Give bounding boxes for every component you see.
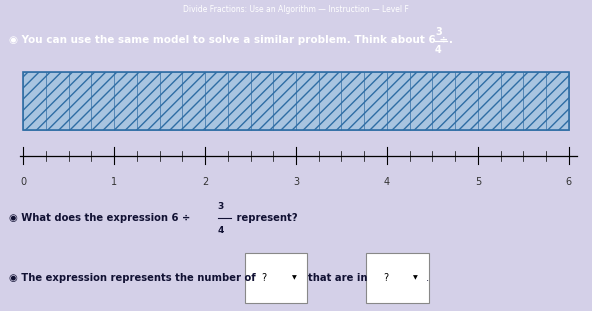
Bar	[250, 72, 274, 129]
Text: 3: 3	[435, 27, 442, 37]
FancyBboxPatch shape	[245, 253, 307, 303]
Text: 3: 3	[218, 202, 224, 211]
Bar	[432, 72, 455, 129]
Text: 0: 0	[20, 177, 26, 187]
Bar	[410, 72, 432, 129]
Text: that are in: that are in	[308, 273, 368, 283]
Bar	[387, 72, 410, 129]
Bar	[23, 72, 46, 129]
Bar	[205, 72, 228, 129]
Bar	[478, 72, 501, 129]
Text: 4: 4	[435, 45, 442, 55]
Bar	[364, 72, 387, 129]
Bar	[387, 72, 410, 129]
Bar	[274, 72, 296, 129]
Bar	[296, 72, 318, 129]
Bar	[342, 72, 364, 129]
Text: 6: 6	[566, 177, 572, 187]
Text: 1: 1	[111, 177, 117, 187]
Text: ?: ?	[383, 273, 388, 283]
Bar	[46, 72, 69, 129]
Bar	[318, 72, 342, 129]
Bar	[23, 72, 46, 129]
Bar	[69, 72, 91, 129]
Bar	[501, 72, 523, 129]
Bar	[91, 72, 114, 129]
Text: 2: 2	[202, 177, 208, 187]
Bar	[501, 72, 523, 129]
Text: 4: 4	[384, 177, 390, 187]
Bar	[342, 72, 364, 129]
Bar	[114, 72, 137, 129]
Text: ▼: ▼	[413, 275, 418, 280]
Bar	[432, 72, 455, 129]
Text: Divide Fractions: Use an Algorithm — Instruction — Level F: Divide Fractions: Use an Algorithm — Ins…	[183, 5, 409, 14]
Bar	[228, 72, 250, 129]
Bar	[182, 72, 205, 129]
Text: ◉ What does the expression 6 ÷: ◉ What does the expression 6 ÷	[9, 213, 194, 223]
Bar	[296, 72, 318, 129]
Bar	[523, 72, 546, 129]
Bar	[410, 72, 432, 129]
Bar	[160, 72, 182, 129]
Text: .: .	[449, 35, 453, 45]
Bar	[160, 72, 182, 129]
Bar	[250, 72, 274, 129]
Bar	[546, 72, 569, 129]
Bar	[455, 72, 478, 129]
Bar	[137, 72, 160, 129]
Text: represent?: represent?	[233, 213, 297, 223]
Bar	[46, 72, 69, 129]
Text: ◉ The expression represents the number of: ◉ The expression represents the number o…	[9, 273, 256, 283]
Text: 3: 3	[293, 177, 299, 187]
Bar	[114, 72, 137, 129]
Bar	[546, 72, 569, 129]
Text: ▼: ▼	[292, 275, 297, 280]
Bar	[364, 72, 387, 129]
Text: ◉ You can use the same model to solve a similar problem. Think about 6 ÷: ◉ You can use the same model to solve a …	[9, 35, 452, 45]
Bar	[91, 72, 114, 129]
Bar	[137, 72, 160, 129]
Bar	[205, 72, 228, 129]
Text: ?: ?	[262, 273, 267, 283]
Text: .: .	[426, 273, 429, 283]
Bar	[523, 72, 546, 129]
Text: 4: 4	[218, 226, 224, 235]
Bar	[69, 72, 91, 129]
Bar	[455, 72, 478, 129]
Text: 5: 5	[475, 177, 481, 187]
Bar	[228, 72, 250, 129]
Bar	[318, 72, 342, 129]
FancyBboxPatch shape	[366, 253, 429, 303]
Bar	[274, 72, 296, 129]
Bar	[182, 72, 205, 129]
Bar	[478, 72, 501, 129]
